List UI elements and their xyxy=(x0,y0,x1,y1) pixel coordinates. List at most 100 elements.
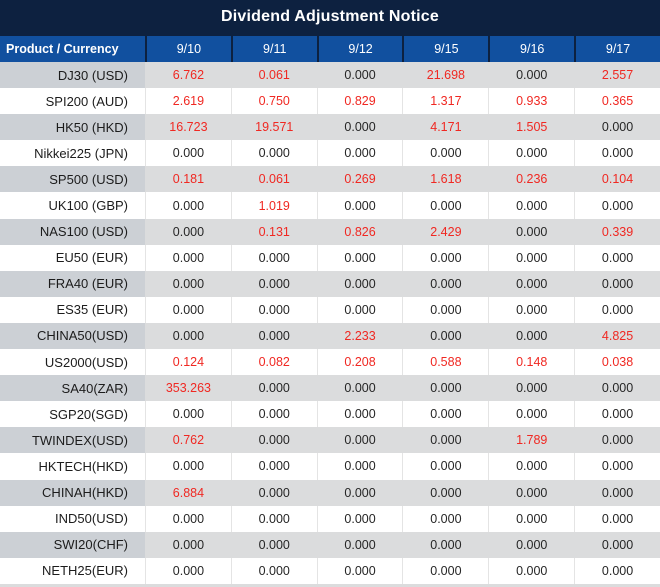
value-cell: 0.000 xyxy=(145,401,231,428)
table-row: TWINDEX(USD) 0.762 0.000 0.000 0.000 1.7… xyxy=(0,427,660,454)
value-cell: 0.000 xyxy=(316,531,403,558)
value-cell: 0.000 xyxy=(402,140,488,167)
table-row: US2000(USD) 0.124 0.082 0.208 0.588 0.14… xyxy=(0,349,660,376)
value-cell: 0.000 xyxy=(488,270,575,297)
column-header-date-6: 9/17 xyxy=(574,36,660,62)
value-cell: 0.000 xyxy=(145,192,231,219)
table-row: HK50 (HKD) 16.723 19.571 0.000 4.171 1.5… xyxy=(0,114,660,141)
value-cell: 0.000 xyxy=(145,453,231,480)
value-cell: 19.571 xyxy=(230,114,317,141)
value-cell: 2.557 xyxy=(574,62,660,89)
value-cell: 21.698 xyxy=(402,62,489,89)
table-row: NETH25(EUR) 0.000 0.000 0.000 0.000 0.00… xyxy=(0,557,660,584)
product-cell: SWI20(CHF) xyxy=(0,531,145,558)
value-cell: 0.000 xyxy=(574,401,660,428)
table-row: EU50 (EUR) 0.000 0.000 0.000 0.000 0.000… xyxy=(0,244,660,271)
value-cell: 0.000 xyxy=(145,531,231,558)
value-cell: 0.000 xyxy=(230,375,317,402)
value-cell: 6.762 xyxy=(145,62,231,89)
value-cell: 0.000 xyxy=(574,479,660,506)
value-cell: 0.000 xyxy=(488,531,575,558)
value-cell: 0.000 xyxy=(574,296,660,323)
value-cell: 0.000 xyxy=(230,401,317,428)
product-cell: SP500 (USD) xyxy=(0,166,145,193)
value-cell: 0.000 xyxy=(230,531,317,558)
value-cell: 0.826 xyxy=(316,218,403,245)
value-cell: 1.618 xyxy=(402,166,489,193)
value-cell: 0.000 xyxy=(230,244,317,271)
value-cell: 0.038 xyxy=(574,349,660,376)
product-cell: ES35 (EUR) xyxy=(56,302,128,318)
value-cell: 0.000 xyxy=(488,218,575,245)
product-cell: SGP20(SGD) xyxy=(49,406,128,422)
value-cell: 0.000 xyxy=(230,427,317,454)
value-cell: 0.082 xyxy=(230,349,317,376)
value-cell: 0.750 xyxy=(230,88,317,115)
table-row: IND50(USD) 0.000 0.000 0.000 0.000 0.000… xyxy=(0,505,660,532)
value-cell: 0.933 xyxy=(488,88,574,115)
table-row: DJ30 (USD) 6.762 0.061 0.000 21.698 0.00… xyxy=(0,62,660,89)
value-cell: 2.429 xyxy=(402,218,489,245)
value-cell: 0.000 xyxy=(402,244,488,271)
product-cell: FRA40 (EUR) xyxy=(0,270,145,297)
product-cell: NETH25(EUR) xyxy=(42,563,128,579)
value-cell: 0.061 xyxy=(230,166,317,193)
value-cell: 0.000 xyxy=(230,479,317,506)
value-cell: 0.000 xyxy=(402,427,489,454)
value-cell: 0.339 xyxy=(574,218,660,245)
column-header-date-3: 9/12 xyxy=(316,36,403,62)
value-cell: 0.208 xyxy=(316,349,403,376)
value-cell: 0.000 xyxy=(316,114,403,141)
value-cell: 0.000 xyxy=(574,427,660,454)
value-cell: 0.000 xyxy=(145,322,231,350)
value-cell: 0.000 xyxy=(316,557,403,584)
table-row: NAS100 (USD) 0.000 0.131 0.826 2.429 0.0… xyxy=(0,218,660,245)
value-cell: 0.000 xyxy=(574,114,660,141)
table-row: HKTECH(HKD) 0.000 0.000 0.000 0.000 0.00… xyxy=(0,453,660,480)
value-cell: 0.000 xyxy=(402,270,489,297)
value-cell: 0.000 xyxy=(402,401,488,428)
value-cell: 0.000 xyxy=(574,531,660,558)
column-header-product-currency: Product / Currency xyxy=(6,42,119,56)
table-row: SWI20(CHF) 0.000 0.000 0.000 0.000 0.000… xyxy=(0,531,660,558)
value-cell: 0.000 xyxy=(488,322,575,350)
table-row: Nikkei225 (JPN) 0.000 0.000 0.000 0.000 … xyxy=(0,140,660,167)
table-row: CHINA50(USD) 0.000 0.000 2.233 0.000 0.0… xyxy=(0,322,660,350)
product-cell: DJ30 (USD) xyxy=(0,62,145,89)
product-cell: SPI200 (AUD) xyxy=(45,93,128,109)
value-cell: 0.000 xyxy=(488,401,574,428)
table-row: SPI200 (AUD) 2.619 0.750 0.829 1.317 0.9… xyxy=(0,88,660,115)
value-cell: 1.019 xyxy=(230,192,317,219)
value-cell: 16.723 xyxy=(145,114,231,141)
column-header-date-2: 9/11 xyxy=(230,36,317,62)
value-cell: 0.000 xyxy=(316,270,403,297)
value-cell: 0.000 xyxy=(316,453,403,480)
value-cell: 0.000 xyxy=(145,270,231,297)
product-cell: CHINAH(HKD) xyxy=(0,479,145,506)
value-cell: 0.000 xyxy=(574,375,660,402)
value-cell: 2.619 xyxy=(145,88,231,115)
value-cell: 6.884 xyxy=(145,479,231,506)
value-cell: 0.148 xyxy=(488,349,574,376)
value-cell: 0.104 xyxy=(574,166,660,193)
value-cell: 0.000 xyxy=(488,192,574,219)
column-header-date-5: 9/16 xyxy=(488,36,574,62)
value-cell: 0.000 xyxy=(230,453,317,480)
product-cell: Nikkei225 (JPN) xyxy=(34,145,128,161)
value-cell: 0.000 xyxy=(402,479,489,506)
value-cell: 0.000 xyxy=(145,140,231,167)
value-cell: 0.000 xyxy=(574,192,660,219)
product-cell: NAS100 (USD) xyxy=(0,218,145,245)
value-cell: 0.000 xyxy=(402,296,488,323)
value-cell: 0.588 xyxy=(402,349,488,376)
value-cell: 0.131 xyxy=(230,218,317,245)
column-header-date-4: 9/15 xyxy=(402,36,488,62)
value-cell: 0.000 xyxy=(145,244,231,271)
value-cell: 0.000 xyxy=(230,557,317,584)
value-cell: 0.000 xyxy=(316,505,403,532)
value-cell: 0.000 xyxy=(316,375,403,402)
value-cell: 0.000 xyxy=(145,557,231,584)
value-cell: 0.000 xyxy=(574,557,660,584)
value-cell: 0.000 xyxy=(488,375,575,402)
value-cell: 0.000 xyxy=(488,505,574,532)
